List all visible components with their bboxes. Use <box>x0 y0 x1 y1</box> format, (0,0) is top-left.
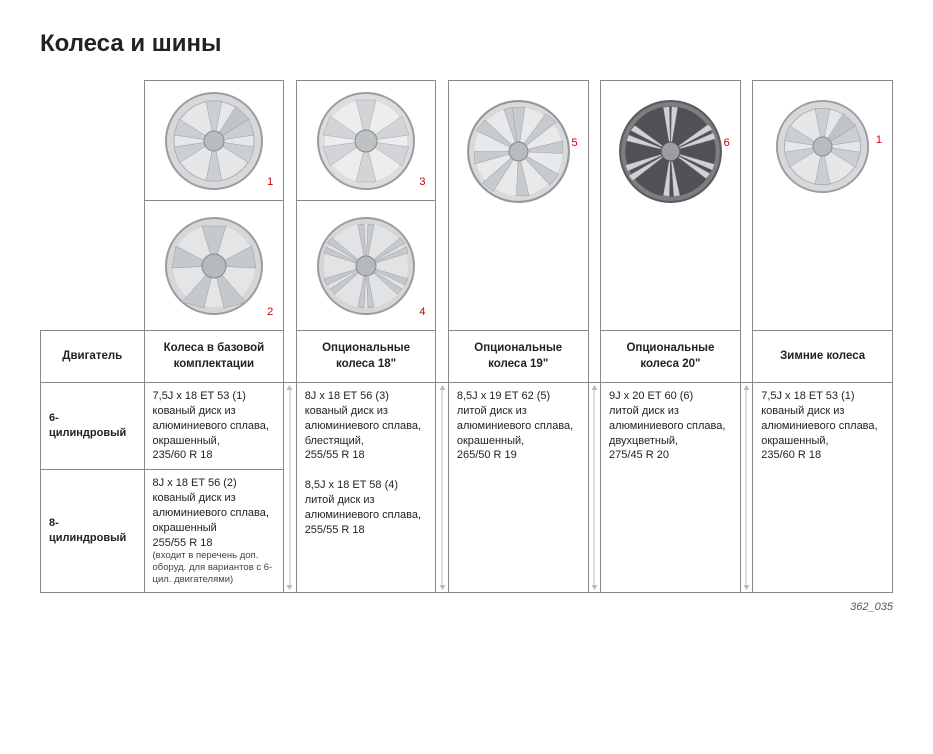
wheel-ref: 6 <box>724 136 730 151</box>
wheel-icon <box>164 91 264 191</box>
spec-opt19: 8,5J x 19 ET 62 (5) литой диск из алюмин… <box>448 383 588 593</box>
wheel-icon <box>466 99 571 204</box>
spec-opt20: 9J x 20 ET 60 (6) литой диск из алюминие… <box>601 383 741 593</box>
wheel-img-opt20: 6 <box>601 81 741 331</box>
spec-base-6cyl: 7,5J x 18 ET 53 (1) кованый диск из алюм… <box>144 383 284 470</box>
range-arrow-icon <box>289 389 290 586</box>
wheel-img-winter: 1 <box>753 81 893 331</box>
page-title: Колеса и шины <box>40 30 893 58</box>
wheel-icon <box>164 216 264 316</box>
spec-winter: 7,5J x 18 ET 53 (1) кованый диск из алюм… <box>753 383 893 593</box>
col-opt18: Опциональные колеса 18" <box>296 331 436 383</box>
engine-6cyl: 6-цилиндровый <box>41 383 145 470</box>
figure-reference: 362_035 <box>40 601 893 613</box>
wheels-table: 1 3 <box>40 80 893 593</box>
wheel-ref: 1 <box>267 175 273 190</box>
col-base: Колеса в базовой комплектации <box>144 331 284 383</box>
wheel-img-opt18-2: 4 <box>296 201 436 331</box>
engine-8cyl: 8-цилиндровый <box>41 470 145 593</box>
wheel-ref: 4 <box>419 305 425 320</box>
wheel-ref: 3 <box>419 175 425 190</box>
range-arrow-icon <box>746 389 747 586</box>
wheel-ref: 1 <box>876 133 882 148</box>
col-opt20: Опциональные колеса 20" <box>601 331 741 383</box>
wheel-ref: 5 <box>571 136 577 151</box>
col-winter: Зимние колеса <box>753 331 893 383</box>
range-arrow-icon <box>442 389 443 586</box>
wheel-icon <box>316 216 416 316</box>
wheel-img-base-1: 1 <box>144 81 284 201</box>
wheel-icon <box>618 99 723 204</box>
spec-base-8cyl: 8J x 18 ET 56 (2) кованый диск из алюмин… <box>144 470 284 593</box>
wheel-icon <box>775 99 870 194</box>
wheel-icon <box>316 91 416 191</box>
col-engine: Двигатель <box>41 331 145 383</box>
wheel-img-base-2: 2 <box>144 201 284 331</box>
range-arrow-icon <box>594 389 595 586</box>
wheel-img-opt19: 5 <box>448 81 588 331</box>
col-opt19: Опциональные колеса 19" <box>448 331 588 383</box>
wheel-img-opt18-1: 3 <box>296 81 436 201</box>
spec-opt18: 8J x 18 ET 56 (3) кованый диск из алюмин… <box>296 383 436 593</box>
wheel-ref: 2 <box>267 305 273 320</box>
